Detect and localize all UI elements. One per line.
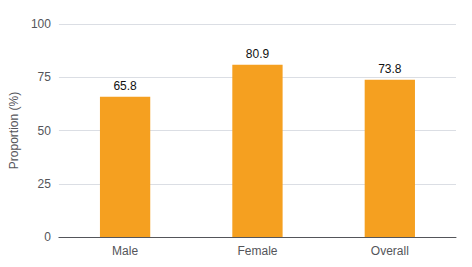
- svg-text:0: 0: [44, 230, 51, 244]
- svg-text:65.8: 65.8: [113, 79, 137, 93]
- svg-text:25: 25: [38, 177, 52, 191]
- svg-text:73.8: 73.8: [378, 62, 402, 76]
- svg-text:Female: Female: [237, 244, 277, 258]
- svg-text:100: 100: [31, 17, 51, 31]
- svg-text:Male: Male: [112, 244, 138, 258]
- svg-text:80.9: 80.9: [246, 47, 270, 61]
- svg-text:50: 50: [38, 124, 52, 138]
- svg-text:Overall: Overall: [371, 244, 409, 258]
- svg-text:75: 75: [38, 70, 52, 84]
- svg-text:Proportion (%): Proportion (%): [7, 92, 21, 169]
